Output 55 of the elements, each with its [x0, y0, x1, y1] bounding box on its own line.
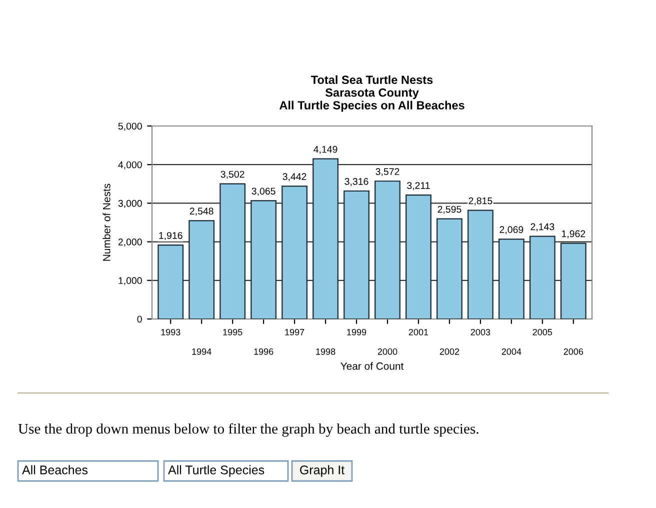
x-tick-label: 1998 — [316, 348, 336, 355]
bar — [406, 194, 432, 319]
y-tick-label: 5,000 — [118, 122, 142, 131]
bar — [158, 244, 184, 319]
data-label: 2,548 — [190, 208, 214, 216]
data-label: 3,065 — [252, 188, 276, 196]
data-label: 1,916 — [159, 232, 182, 240]
bar — [250, 200, 276, 319]
x-tick-label: 2005 — [532, 328, 552, 336]
x-tick-label: 1995 — [223, 328, 242, 336]
bar — [312, 158, 338, 319]
x-tick-label: 1994 — [192, 348, 212, 355]
bar — [529, 236, 556, 319]
x-tick-label: 1996 — [254, 348, 274, 355]
y-tick-label: 4,000 — [118, 161, 142, 170]
x-tick-label: 2003 — [470, 328, 490, 336]
y-tick-label: 0 — [137, 316, 142, 323]
x-tick-label: 2002 — [440, 348, 460, 355]
data-label: 3,211 — [407, 182, 430, 190]
bar — [282, 186, 308, 319]
bar — [188, 220, 215, 319]
data-label: 2,143 — [530, 223, 554, 232]
x-axis-title: Year of Count — [340, 362, 404, 370]
text: Graph It — [300, 465, 344, 477]
x-tick-label: 1993 — [161, 328, 180, 336]
x-tick-label: 1997 — [285, 328, 304, 336]
data-label: 3,442 — [282, 173, 306, 182]
data-label: 2,595 — [438, 206, 462, 214]
bar — [374, 180, 400, 319]
x-tick-label: 2004 — [502, 348, 522, 355]
text: All Turtle Species — [168, 465, 264, 477]
x-tick-label: 2000 — [378, 348, 398, 355]
data-label: 2,069 — [500, 226, 524, 234]
data-label: 4,149 — [314, 146, 338, 154]
data-label: 3,316 — [344, 178, 368, 186]
y-tick-label: 1,000 — [118, 277, 142, 286]
bar — [468, 210, 494, 319]
text: All Beaches — [22, 465, 88, 474]
chart-title: Total Sea Turtle Nests Sarasota County All Turtle Species on All Beaches — [279, 75, 464, 112]
x-tick-label: 2006 — [564, 348, 584, 355]
x-tick-label: 2001 — [408, 328, 428, 336]
y-tick-label: 2,000 — [118, 238, 142, 247]
bar — [498, 238, 524, 319]
x-tick-label: 1999 — [347, 328, 366, 336]
data-label: 3,502 — [220, 170, 244, 179]
bar — [436, 218, 462, 319]
bar — [220, 183, 246, 319]
bar — [560, 242, 586, 319]
y-tick-label: 3,000 — [118, 200, 142, 208]
data-label: 1,962 — [562, 230, 586, 238]
data-label: 3,572 — [376, 168, 400, 176]
y-axis-title: Number of Nests — [102, 184, 110, 261]
bar — [344, 190, 370, 319]
data-label: 2,815 — [468, 197, 492, 206]
text: Use the drop down menus below to filter the graph by beach and turtle species. — [18, 423, 478, 437]
